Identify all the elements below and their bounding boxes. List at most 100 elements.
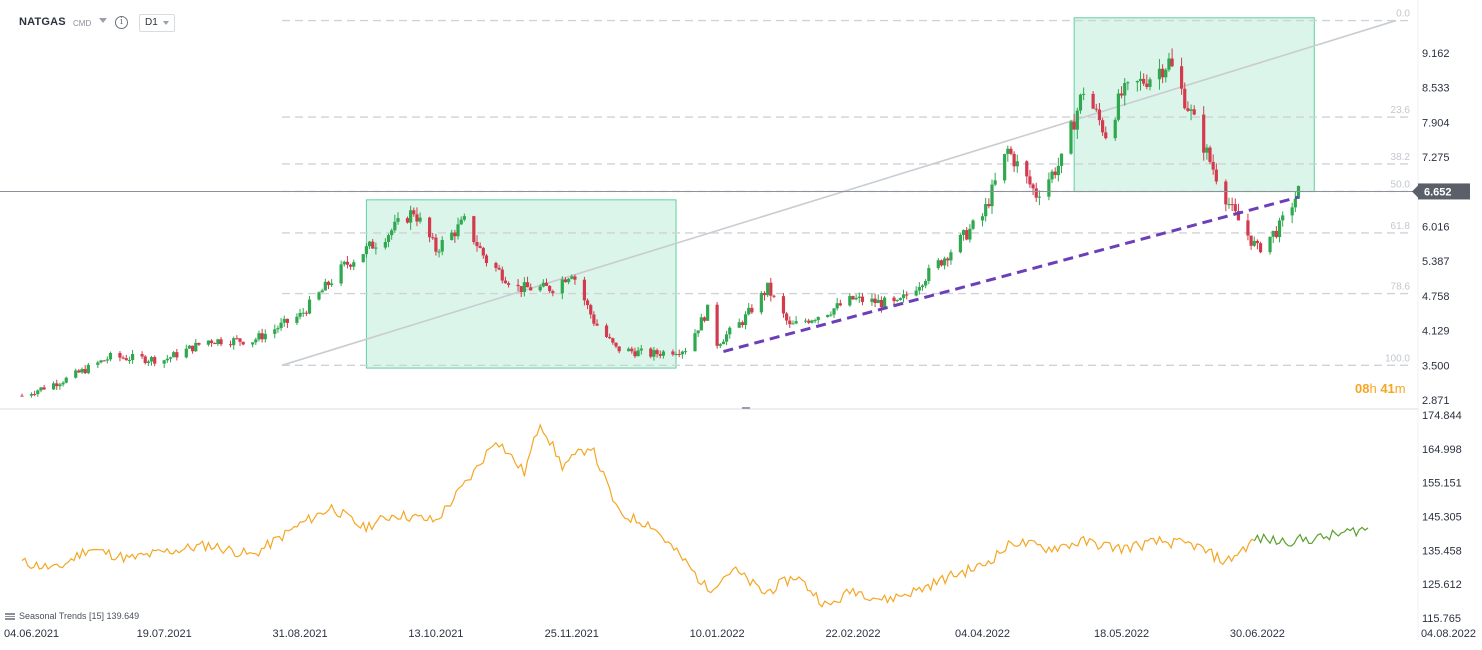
candle-body — [33, 393, 37, 395]
candle-body — [1009, 148, 1013, 154]
candle-body — [563, 279, 568, 283]
candle-body — [146, 361, 150, 363]
candle-body — [661, 351, 666, 356]
candle-body — [1202, 114, 1206, 153]
candle-body — [585, 300, 590, 306]
candle-body — [901, 294, 906, 299]
candle-body — [630, 348, 634, 352]
candle-body — [838, 303, 842, 306]
candle-body — [617, 346, 621, 352]
candle-body — [1072, 121, 1076, 130]
candle-body — [320, 290, 324, 293]
candle-body — [674, 354, 678, 356]
fib-level-label: 100.0 — [1385, 353, 1410, 364]
candle-body — [652, 350, 656, 357]
candle-body — [854, 297, 858, 300]
x-tick-label: 22.02.2022 — [825, 628, 880, 640]
candle-body — [1056, 165, 1060, 176]
candle-body — [83, 368, 87, 374]
candle-body — [241, 341, 245, 345]
candle-body — [1142, 78, 1146, 84]
candle-body — [282, 318, 286, 323]
candle-body — [497, 267, 501, 270]
indicator-icon — [5, 612, 15, 620]
candle-body — [803, 320, 808, 322]
candle-body — [153, 357, 157, 364]
candle-body — [58, 384, 62, 387]
candle-body — [64, 377, 68, 383]
candle-body — [851, 296, 855, 300]
candle-body — [364, 246, 368, 255]
candle-body — [162, 360, 166, 364]
indicator-legend[interactable]: Seasonal Trends [15] 139.649 — [5, 611, 139, 621]
fib-level-label: 50.0 — [1391, 179, 1411, 190]
candle-body — [149, 357, 154, 362]
candle-body — [1167, 58, 1171, 70]
candle-body — [936, 260, 940, 269]
candle-body — [728, 327, 732, 335]
timeframe-select[interactable]: D1 — [139, 14, 175, 32]
candle-body — [367, 241, 372, 247]
candle-body — [1059, 153, 1064, 166]
candle-body — [453, 232, 457, 237]
candle-body — [1164, 69, 1168, 78]
candle-body — [857, 296, 861, 298]
x-tick-label: 13.10.2021 — [408, 628, 463, 640]
candle-body — [1230, 204, 1234, 206]
candle-body — [304, 312, 308, 314]
candle-body — [870, 298, 874, 302]
candle-body — [522, 282, 526, 293]
price-tick-label: 6.016 — [1422, 222, 1450, 234]
candle-body — [29, 393, 34, 396]
candle-body — [592, 314, 596, 324]
candle-body — [191, 345, 195, 352]
candle-body — [772, 295, 776, 297]
candle-body — [747, 307, 751, 315]
candle-body — [140, 354, 144, 357]
candle-body — [55, 383, 59, 387]
candle-body — [1233, 204, 1237, 212]
candle-body — [1179, 66, 1184, 89]
candle-body — [61, 382, 65, 385]
candle-body — [1157, 68, 1162, 80]
price-tick-label: 7.275 — [1422, 152, 1450, 164]
candle-body — [715, 304, 719, 346]
candle-body — [1015, 161, 1019, 167]
candle-body — [781, 296, 786, 314]
candle-body — [892, 297, 896, 302]
candle-body — [860, 296, 865, 302]
candle-body — [371, 241, 375, 249]
candle-body — [194, 342, 198, 352]
candle-body — [961, 230, 966, 235]
candle-body — [1145, 83, 1149, 87]
candle-body — [541, 282, 545, 287]
candle-body — [706, 304, 710, 321]
candle-body — [924, 280, 928, 286]
candle-body — [570, 276, 574, 279]
countdown-hours: 08 — [1355, 381, 1370, 396]
symbol-name[interactable]: NATGAS — [19, 16, 66, 28]
candle-body — [544, 282, 549, 286]
candle-body — [216, 339, 220, 344]
price-tick-label: 2.871 — [1422, 395, 1450, 407]
candle-body — [567, 278, 571, 283]
candle-body — [914, 290, 918, 296]
candle-body — [1082, 93, 1086, 95]
candle-body — [1255, 240, 1260, 244]
candle-body — [791, 323, 795, 325]
candle-body — [330, 283, 334, 286]
candle-body — [1214, 169, 1218, 182]
candle-body — [538, 286, 542, 291]
candle-body — [184, 348, 188, 358]
candle-body — [1094, 108, 1098, 110]
candle-body — [519, 286, 523, 293]
candle-body — [882, 297, 887, 308]
price-tick-label: 8.533 — [1422, 83, 1450, 95]
info-icon[interactable]: i — [115, 16, 128, 29]
seasonal-tick-label: 145.305 — [1422, 511, 1462, 523]
candle-body — [1006, 148, 1010, 154]
candle-body — [639, 348, 643, 351]
instrument-dropdown-icon[interactable] — [99, 18, 107, 23]
candle-body — [595, 323, 599, 326]
